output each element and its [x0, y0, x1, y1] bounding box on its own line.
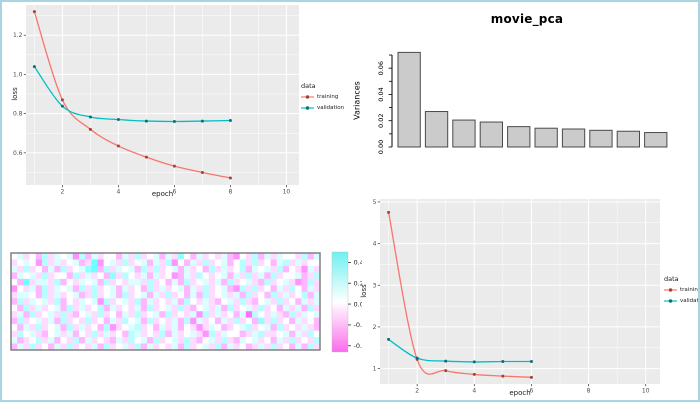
training-point — [116, 144, 120, 148]
training-point — [144, 155, 148, 159]
validation-point — [60, 104, 64, 108]
legend-title: data — [301, 82, 316, 90]
y-tick-label: 4 — [373, 241, 377, 248]
variance-bar — [452, 119, 476, 148]
colorbar-tick-label: 0.2 — [354, 279, 363, 287]
y-tick-label: 1.2 — [13, 32, 23, 39]
x-tick-label: 2 — [415, 388, 419, 395]
training-key-icon — [301, 95, 314, 99]
training-point — [60, 98, 64, 102]
training-point — [228, 176, 232, 180]
y-tick-label: 3 — [373, 282, 377, 289]
y-tick-label: 5 — [373, 199, 377, 206]
y-tick-label: 0.02 — [377, 113, 385, 127]
y-tick-label: 0.04 — [377, 87, 385, 101]
training-point — [88, 127, 92, 131]
validation-point — [88, 115, 92, 119]
x-tick-label: 4 — [116, 189, 120, 196]
y-tick-label: 0.00 — [377, 140, 385, 154]
validation-point — [32, 65, 36, 69]
panel — [26, 5, 299, 185]
heatmap-plot-area: 0.4 0.2 0.0 -0.2 -0.4 — [10, 251, 363, 353]
variance-bar — [424, 111, 449, 148]
legend-item-validation: validation — [664, 297, 699, 305]
colorbar-tick-label: -0.2 — [354, 321, 363, 329]
colorbar — [331, 251, 349, 353]
legend: data training validation — [301, 82, 344, 112]
validation-point — [144, 119, 148, 123]
variance-bar — [397, 51, 421, 148]
training-point — [501, 374, 505, 378]
variance-bar — [589, 129, 613, 148]
x-tick-label: 10 — [283, 189, 291, 196]
training-key-icon — [664, 288, 677, 292]
variance-bar — [534, 127, 558, 148]
training-point — [32, 10, 36, 14]
validation-point — [116, 118, 120, 122]
x-tick-label: 10 — [642, 388, 650, 395]
y-tick-label: 1 — [373, 366, 377, 373]
y-tick-label: 2 — [373, 324, 377, 331]
variance-bar — [507, 126, 531, 148]
loss-chart-top-plot-area: 2 4 6 8 10 0.6 0.8 1.0 1.2 — [13, 5, 299, 196]
training-point — [200, 170, 204, 174]
panel — [380, 199, 660, 384]
training-point — [529, 375, 533, 379]
y-tick-label: 0.06 — [377, 61, 385, 75]
validation-point — [200, 119, 204, 123]
validation-point — [472, 360, 476, 364]
x-tick-label: 6 — [530, 388, 534, 395]
colorbar-tick-label: 0.0 — [354, 300, 363, 308]
colorbar-tick-label: -0.4 — [354, 342, 363, 350]
validation-point — [172, 119, 176, 123]
x-tick-label: 4 — [472, 388, 476, 395]
legend-label-validation: validation — [317, 105, 345, 111]
legend-label-training: training — [317, 94, 339, 100]
x-tick-label: 8 — [228, 189, 232, 196]
x-tick-label: 2 — [60, 189, 64, 196]
validation-point — [501, 360, 505, 363]
movie-pca-bar-chart: movie_pca 0.00 0.02 0.04 0.06 Variances — [352, 2, 698, 167]
validation-line — [388, 338, 532, 363]
variance-bar — [616, 130, 641, 148]
legend: data training validation — [664, 275, 700, 305]
validation-key-icon — [301, 106, 314, 110]
x-tick-label: 6 — [172, 189, 176, 196]
legend-label-validation: validation — [680, 298, 699, 304]
legend-title: data — [664, 275, 679, 283]
variance-bar — [644, 132, 668, 148]
legend-label-training: training — [680, 287, 700, 293]
validation-point — [529, 360, 533, 363]
legend-item-validation: validation — [301, 104, 344, 112]
validation-point — [444, 359, 448, 363]
y-tick-label: 1.0 — [13, 71, 23, 78]
validation-point — [415, 356, 419, 360]
legend-item-training: training — [664, 286, 700, 294]
training-point — [387, 210, 391, 214]
loss-epoch-chart-top: 2 4 6 8 10 0.6 0.8 1.0 1.2 epoch loss data train… — [8, 2, 352, 202]
training-point — [172, 164, 176, 168]
validation-line — [33, 66, 231, 123]
weights-heatmap: 0.4 0.2 0.0 -0.2 -0.4 — [2, 242, 362, 364]
validation-point — [387, 337, 391, 341]
training-point — [444, 369, 448, 373]
y-tick-label: 0.6 — [13, 150, 23, 157]
variance-bar — [561, 128, 586, 148]
validation-point — [228, 118, 232, 122]
training-point — [472, 372, 476, 376]
legend-item-training: training — [301, 93, 344, 101]
x-tick-label: 8 — [587, 388, 591, 395]
validation-key-icon — [664, 299, 677, 303]
heatmap-frame — [10, 252, 321, 351]
bar-chart-plot-area: 0.00 0.02 0.04 0.06 — [377, 51, 668, 154]
loss-epoch-chart-bottom: 2 4 6 8 10 1 2 3 4 5 epoch loss data training val… — [357, 187, 700, 400]
variance-bar — [479, 121, 503, 148]
colorbar-tick-label: 0.4 — [354, 259, 363, 267]
y-tick-label: 0.8 — [13, 111, 23, 118]
